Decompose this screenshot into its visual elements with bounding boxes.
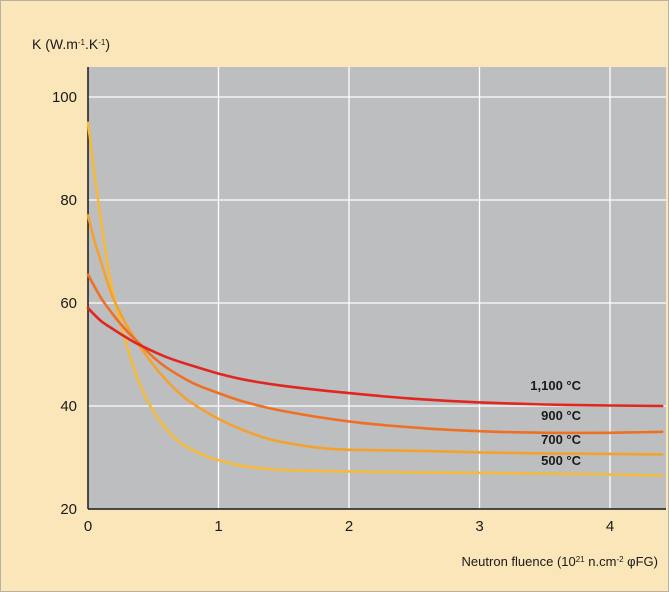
labels: 20 40 60 80 100 0 1 2 3 4 K (W.m-1.K-1) Neutron flu… — [32, 36, 658, 569]
series-label-1100: 1,100 °C — [530, 378, 581, 393]
y-tick-label: 20 — [60, 501, 77, 518]
axes — [87, 67, 666, 510]
series-label-700: 700 °C — [541, 432, 582, 447]
y-tick-label: 40 — [60, 398, 77, 415]
series-label-500: 500 °C — [541, 453, 582, 468]
series-line-500 — [86, 121, 664, 477]
x-tick-label: 1 — [214, 518, 222, 535]
series-line-1100 — [86, 306, 664, 408]
y-tick-label: 60 — [60, 295, 77, 312]
x-tick-label: 3 — [475, 518, 483, 535]
x-tick-label: 2 — [345, 518, 353, 535]
plot-area — [88, 67, 666, 509]
y-axis-label: K (W.m-1.K-1) — [32, 36, 110, 52]
x-tick-label: 0 — [84, 518, 92, 535]
series-lines — [86, 121, 664, 477]
grid-lines — [88, 67, 666, 509]
series-label-900: 900 °C — [541, 408, 582, 423]
x-axis-label: Neutron fluence (1021 n.cm-2 φFG) — [462, 554, 658, 569]
y-tick-label: 100 — [52, 89, 77, 106]
y-tick-label: 80 — [60, 192, 77, 209]
x-tick-label: 4 — [606, 518, 614, 535]
series-line-900 — [86, 273, 664, 435]
series-line-700 — [86, 214, 664, 456]
